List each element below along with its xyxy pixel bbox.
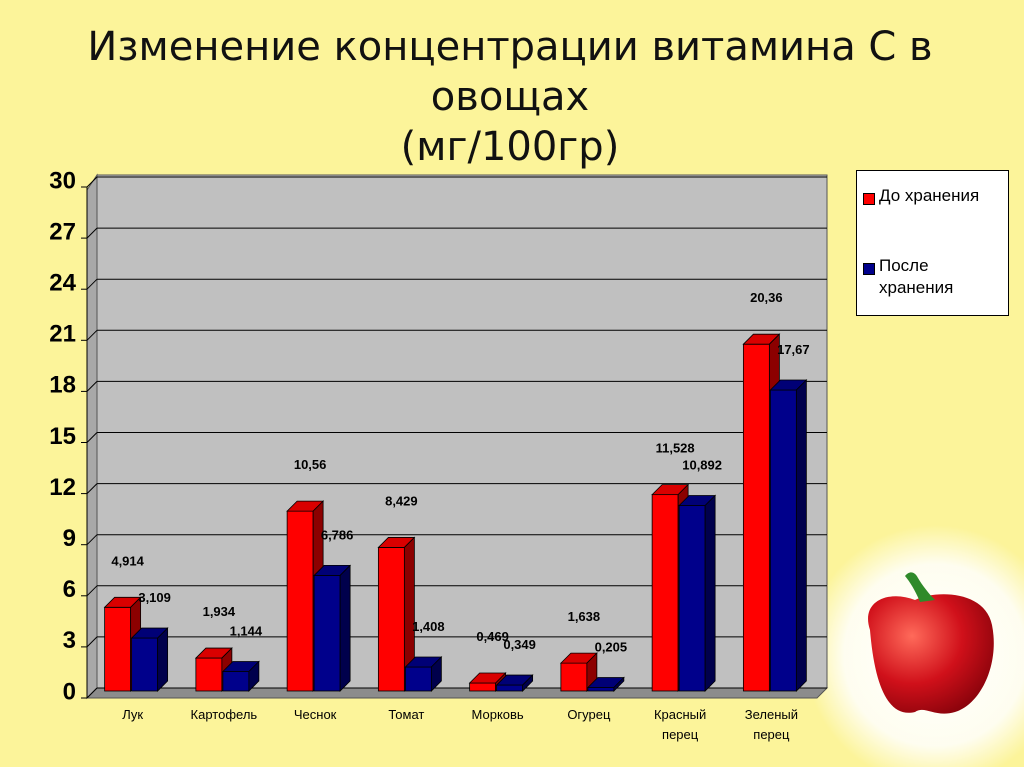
value-label: 1,144: [230, 624, 263, 639]
y-tick-label: 0: [63, 678, 76, 705]
value-label: 17,67: [777, 342, 810, 357]
grid-line: [86, 176, 98, 188]
bar-front: [195, 657, 223, 692]
bar-front: [377, 547, 405, 692]
grid-line: [86, 381, 98, 392]
bar-side: [157, 627, 169, 692]
bar-front: [404, 666, 432, 692]
pepper-image: [868, 572, 994, 714]
value-label: 10,56: [294, 457, 327, 472]
bar-front: [560, 662, 588, 692]
bar: [221, 660, 260, 692]
value-label: 10,892: [682, 457, 722, 472]
bar-front: [131, 637, 159, 692]
side-wall: [86, 173, 98, 700]
legend-swatch: [863, 193, 875, 205]
bar: [130, 627, 169, 692]
bar: [678, 494, 717, 692]
value-label: 11,528: [656, 441, 695, 456]
y-tick-label: 21: [49, 321, 76, 348]
x-tick-label: Огурец: [567, 707, 611, 722]
grid-line: [86, 687, 98, 699]
value-label: 0,205: [595, 640, 628, 655]
x-tick-label: Красный перец: [653, 707, 707, 742]
x-tick-label: Зеленый перец: [744, 707, 798, 742]
bar: [377, 536, 416, 692]
x-tick-label: Лук: [122, 707, 144, 722]
x-tick-label: Морковь: [471, 707, 524, 722]
grid-line: [86, 636, 98, 648]
chart-subtitle: (мг/100гр): [400, 124, 620, 170]
y-tick-label: 18: [49, 372, 76, 399]
value-label: 4,914: [111, 553, 144, 568]
bar-side: [339, 564, 351, 692]
chart-title: Изменение концентрации витамина С в овощ…: [87, 24, 933, 120]
y-tick-label: 12: [49, 474, 76, 501]
bar-front: [678, 505, 706, 692]
bar-front: [769, 389, 797, 692]
bar-side: [795, 379, 807, 692]
bar-front: [651, 494, 679, 692]
grid-line: [86, 432, 98, 443]
y-tick-label: 15: [49, 423, 76, 450]
y-tick-label: 9: [63, 525, 76, 552]
y-tick-label: 30: [49, 167, 76, 194]
value-label: 0,349: [503, 637, 536, 652]
x-tick-label: Картофель: [190, 707, 258, 722]
value-label: 8,429: [385, 493, 418, 508]
bar-front: [469, 682, 497, 692]
value-label: 3,109: [138, 590, 171, 605]
bar-front: [286, 510, 314, 692]
bar: [404, 656, 443, 692]
bar-side: [248, 660, 260, 692]
bar-front: [222, 671, 250, 692]
bar-side: [613, 676, 625, 692]
bar: [586, 676, 625, 692]
x-tick-label: Чеснок: [293, 707, 337, 722]
value-label: 6,786: [321, 527, 354, 542]
bar-front: [587, 687, 615, 692]
grid-line: [86, 534, 98, 546]
legend-label: До хранения: [879, 186, 980, 205]
value-label: 20,36: [750, 290, 783, 305]
legend: До хранения После хранения: [856, 170, 1009, 316]
bar: [313, 564, 352, 692]
legend-label: После хранения: [879, 256, 954, 297]
legend-swatch: [863, 263, 875, 275]
bar-front: [313, 575, 341, 692]
grid-line: [86, 329, 98, 341]
y-tick-label: 6: [63, 576, 76, 603]
bar-side: [430, 656, 442, 692]
value-label: 1,934: [203, 604, 236, 619]
grid-line: [86, 227, 98, 239]
bar: [495, 674, 534, 692]
bar-side: [704, 494, 716, 692]
bar-front: [496, 684, 524, 692]
grid-line: [86, 483, 98, 494]
bar: [769, 379, 808, 692]
y-tick-label: 27: [49, 218, 76, 245]
bar-front: [104, 606, 132, 692]
y-tick-label: 24: [49, 270, 76, 297]
grid-line: [86, 585, 98, 597]
bar-front: [742, 343, 770, 692]
y-tick-label: 3: [63, 627, 76, 654]
grid-line: [86, 278, 98, 290]
value-label: 0,469: [476, 629, 509, 644]
bar-side: [522, 674, 534, 692]
x-tick-label: Томат: [388, 707, 425, 722]
value-label: 1,638: [568, 609, 601, 624]
value-label: 1,408: [412, 619, 445, 634]
